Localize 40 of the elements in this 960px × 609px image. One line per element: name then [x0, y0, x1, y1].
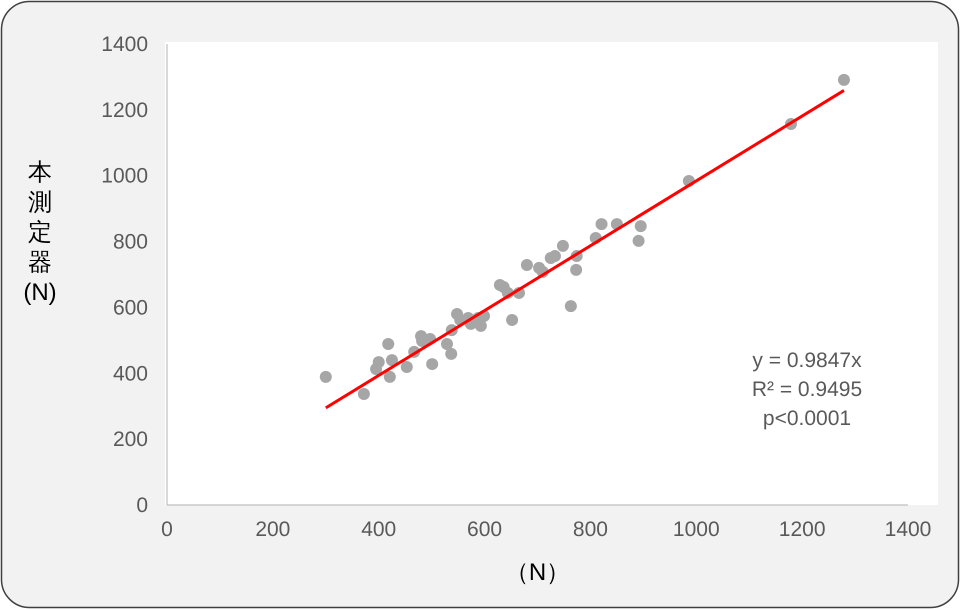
x-tick-label: 200 — [255, 518, 290, 541]
point — [570, 264, 582, 276]
annotation: y = 0.9847x — [752, 349, 862, 372]
x-tick-label: 0 — [161, 518, 173, 541]
x-axis-title: （N） — [504, 559, 570, 586]
point — [426, 358, 438, 370]
point — [634, 220, 647, 232]
point — [384, 370, 396, 383]
x-tick-label: 1000 — [672, 518, 720, 541]
point — [520, 258, 533, 271]
point — [445, 348, 458, 360]
point — [320, 370, 332, 383]
annotation: p<0.0001 — [762, 407, 852, 430]
annotation: R² = 0.9495 — [752, 378, 862, 401]
x-tick-label: 600 — [467, 518, 502, 541]
y-tick-label: 1200 — [101, 98, 148, 122]
y-tick-label: 1400 — [101, 33, 148, 56]
point — [564, 300, 577, 312]
y-tick-label: 0 — [136, 494, 148, 517]
point — [596, 218, 608, 230]
point — [382, 338, 394, 350]
y-tick-label: 1000 — [101, 164, 148, 188]
y-tick-label: 800 — [112, 230, 148, 254]
point — [372, 356, 385, 368]
x-tick-label: 400 — [361, 518, 396, 541]
point — [556, 240, 569, 252]
y-axis-title: 本測定器(N) — [23, 159, 57, 306]
point — [838, 74, 850, 86]
point — [386, 354, 398, 366]
point — [400, 361, 413, 374]
point — [358, 388, 370, 400]
point — [440, 338, 453, 350]
y-tick-label: 600 — [112, 296, 148, 320]
y-tick-label: 400 — [112, 362, 148, 386]
y-tick-label: 200 — [112, 428, 148, 452]
x-tick-label: 1200 — [778, 518, 826, 541]
x-tick-label: 1400 — [884, 518, 932, 541]
point — [506, 314, 518, 326]
point — [632, 234, 645, 247]
x-tick-label: 800 — [572, 518, 608, 541]
